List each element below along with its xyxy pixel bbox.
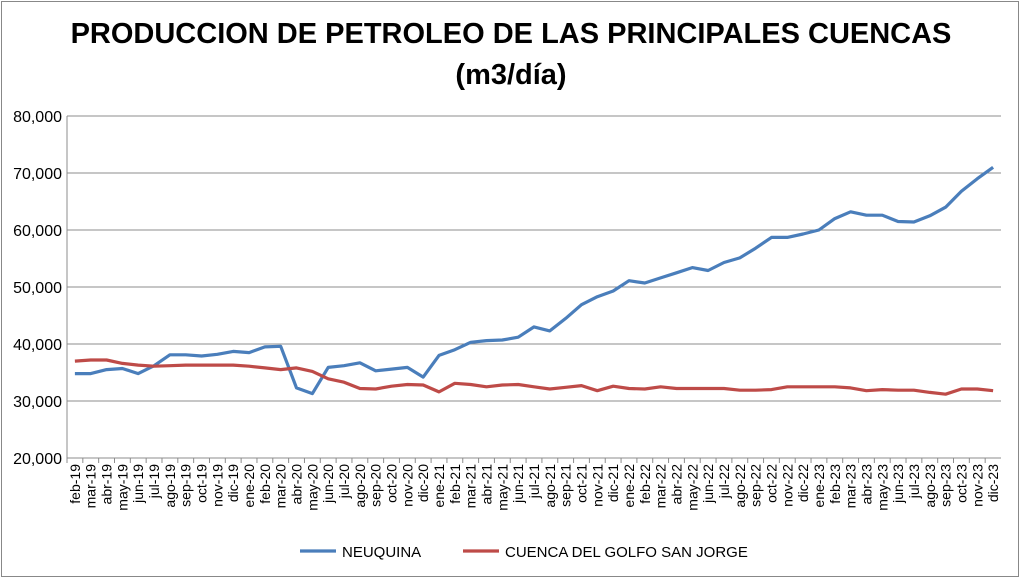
x-tick-label: nov-22 <box>779 464 795 507</box>
x-tick-label: mar-23 <box>843 464 859 509</box>
x-tick-label: jul-21 <box>526 464 542 499</box>
x-tick-label: mar-21 <box>463 464 479 509</box>
x-tick-label: abr-20 <box>289 464 305 505</box>
x-tick-label: dic-22 <box>795 464 811 502</box>
x-tick-label: jul-19 <box>146 464 162 499</box>
x-tick-label: oct-21 <box>573 464 589 503</box>
y-tick-label: 30,000 <box>13 394 62 411</box>
x-tick-label: sep-22 <box>748 464 764 507</box>
x-tick-label: ago-21 <box>542 464 558 508</box>
x-tick-label: jul-20 <box>336 464 352 499</box>
x-tick-label: may-23 <box>874 464 890 511</box>
x-tick-label: may-21 <box>494 464 510 511</box>
x-tick-label: jul-22 <box>716 464 732 499</box>
x-tick-label: mar-22 <box>653 464 669 509</box>
x-tick-label: jun-19 <box>130 464 146 504</box>
x-tick-label: ago-19 <box>162 464 178 508</box>
x-tick-label: ago-20 <box>352 464 368 508</box>
x-tick-label: jun-20 <box>320 464 336 504</box>
x-tick-label: nov-19 <box>209 464 225 507</box>
x-tick-label: jun-23 <box>890 464 906 504</box>
x-tick-label: abr-23 <box>858 464 874 505</box>
x-tick-label: dic-23 <box>985 464 1001 502</box>
series-line-golfo-san-jorge <box>74 358 994 396</box>
x-tick-label: dic-19 <box>225 464 241 502</box>
x-tick-label: nov-20 <box>399 464 415 507</box>
x-tick-label: ago-22 <box>732 464 748 508</box>
x-tick-label: sep-20 <box>368 464 384 507</box>
x-tick-label: ago-23 <box>922 464 938 508</box>
x-tick-label: oct-23 <box>953 464 969 503</box>
x-tick-label: abr-21 <box>479 464 495 505</box>
series-line-neuquina <box>74 166 995 396</box>
x-tick-label: jul-23 <box>906 464 922 499</box>
x-tick-label: nov-21 <box>589 464 605 507</box>
y-tick-label: 20,000 <box>13 451 62 468</box>
x-tick-label: abr-22 <box>668 464 684 505</box>
x-tick-label: feb-19 <box>67 464 83 504</box>
x-tick-label: dic-21 <box>605 464 621 502</box>
x-tick-label: oct-22 <box>763 464 779 503</box>
x-tick-label: may-19 <box>114 464 130 511</box>
legend-label: NEUQUINA <box>342 544 421 561</box>
y-tick-label: 80,000 <box>13 109 62 126</box>
x-tick-label: oct-19 <box>194 464 210 503</box>
x-tick-label: may-22 <box>684 464 700 511</box>
x-tick-label: may-20 <box>304 464 320 511</box>
x-tick-label: mar-19 <box>83 464 99 509</box>
x-tick-label: ene-23 <box>811 464 827 508</box>
x-tick-label: sep-21 <box>558 464 574 507</box>
x-tick-label: jun-21 <box>510 464 526 504</box>
x-tick-label: sep-19 <box>178 464 194 507</box>
y-tick-label: 50,000 <box>13 280 62 297</box>
x-tick-label: nov-23 <box>969 464 985 507</box>
x-tick-label: ene-21 <box>431 464 447 508</box>
x-tick-label: feb-22 <box>637 464 653 504</box>
x-tick-label: mar-20 <box>273 464 289 509</box>
x-tick-label: dic-20 <box>415 464 431 502</box>
x-tick-label: oct-20 <box>384 464 400 503</box>
x-tick-label: ene-22 <box>621 464 637 508</box>
x-tick-label: ene-20 <box>241 464 257 508</box>
legend-label: CUENCA DEL GOLFO SAN JORGE <box>505 544 748 561</box>
chart-title-block: PRODUCCION DE PETROLEO DE LAS PRINCIPALE… <box>0 14 1022 96</box>
x-tick-label: jun-22 <box>700 464 716 504</box>
x-tick-label: feb-20 <box>257 464 273 504</box>
y-tick-label: 70,000 <box>13 166 62 183</box>
x-tick-label: sep-23 <box>938 464 954 507</box>
y-tick-label: 60,000 <box>13 223 62 240</box>
x-tick-label: feb-21 <box>447 464 463 504</box>
y-tick-label: 40,000 <box>13 337 62 354</box>
x-tick-label: feb-23 <box>827 464 843 504</box>
chart-title: PRODUCCION DE PETROLEO DE LAS PRINCIPALE… <box>70 18 952 50</box>
chart-subtitle: (m3/día) <box>455 59 567 91</box>
x-tick-label: abr-19 <box>99 464 115 505</box>
